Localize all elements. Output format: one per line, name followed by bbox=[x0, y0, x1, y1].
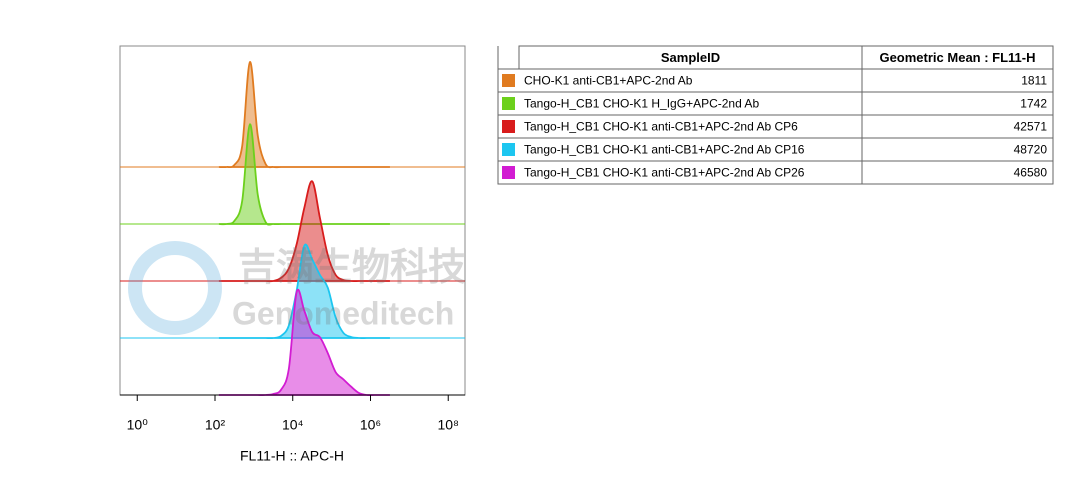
x-tick-label: 10⁴ bbox=[282, 417, 304, 433]
x-tick-label: 10⁶ bbox=[360, 417, 381, 433]
column-header: Geometric Mean : FL11-H bbox=[879, 50, 1035, 65]
geometric-mean: 1742 bbox=[1020, 97, 1047, 111]
watermark-en: Genomeditech bbox=[232, 295, 454, 331]
x-tick-label: 10² bbox=[205, 417, 226, 433]
watermark: 吉满生物科技 Genomeditech bbox=[128, 241, 466, 335]
sample-id: Tango-H_CB1 CHO-K1 anti-CB1+APC-2nd Ab C… bbox=[524, 120, 798, 134]
geometric-mean: 48720 bbox=[1014, 143, 1048, 157]
x-axis-label: FL11-H :: APC-H bbox=[240, 448, 344, 464]
histogram-area bbox=[218, 180, 390, 283]
watermark-logo bbox=[128, 241, 222, 335]
histogram-area bbox=[218, 243, 390, 340]
color-swatch bbox=[502, 97, 515, 110]
color-swatch bbox=[502, 166, 515, 179]
color-swatch bbox=[502, 143, 515, 156]
x-tick-label: 10⁸ bbox=[437, 417, 459, 433]
x-tick-label: 10⁰ bbox=[127, 417, 149, 433]
color-swatch bbox=[502, 120, 515, 133]
geometric-mean: 42571 bbox=[1014, 120, 1048, 134]
sample-id: Tango-H_CB1 CHO-K1 H_IgG+APC-2nd Ab bbox=[524, 97, 759, 111]
table-row bbox=[497, 160, 1054, 185]
color-swatch bbox=[502, 74, 515, 87]
geometric-mean: 1811 bbox=[1021, 74, 1047, 88]
histogram-area bbox=[218, 61, 390, 169]
sample-id: Tango-H_CB1 CHO-K1 anti-CB1+APC-2nd Ab C… bbox=[524, 166, 805, 180]
table: SampleID Geometric Mean : FL11-H CHO-K1 an… bbox=[497, 45, 1054, 185]
sample-id: Tango-H_CB1 CHO-K1 anti-CB1+APC-2nd Ab C… bbox=[524, 143, 805, 157]
geometric-mean: 46580 bbox=[1014, 166, 1048, 180]
sample-id: CHO-K1 anti-CB1+APC-2nd Ab bbox=[524, 74, 693, 88]
column-header: SampleID bbox=[661, 50, 720, 65]
watermark-cn: 吉满生物科技 bbox=[238, 247, 466, 289]
plot-area bbox=[120, 61, 465, 397]
